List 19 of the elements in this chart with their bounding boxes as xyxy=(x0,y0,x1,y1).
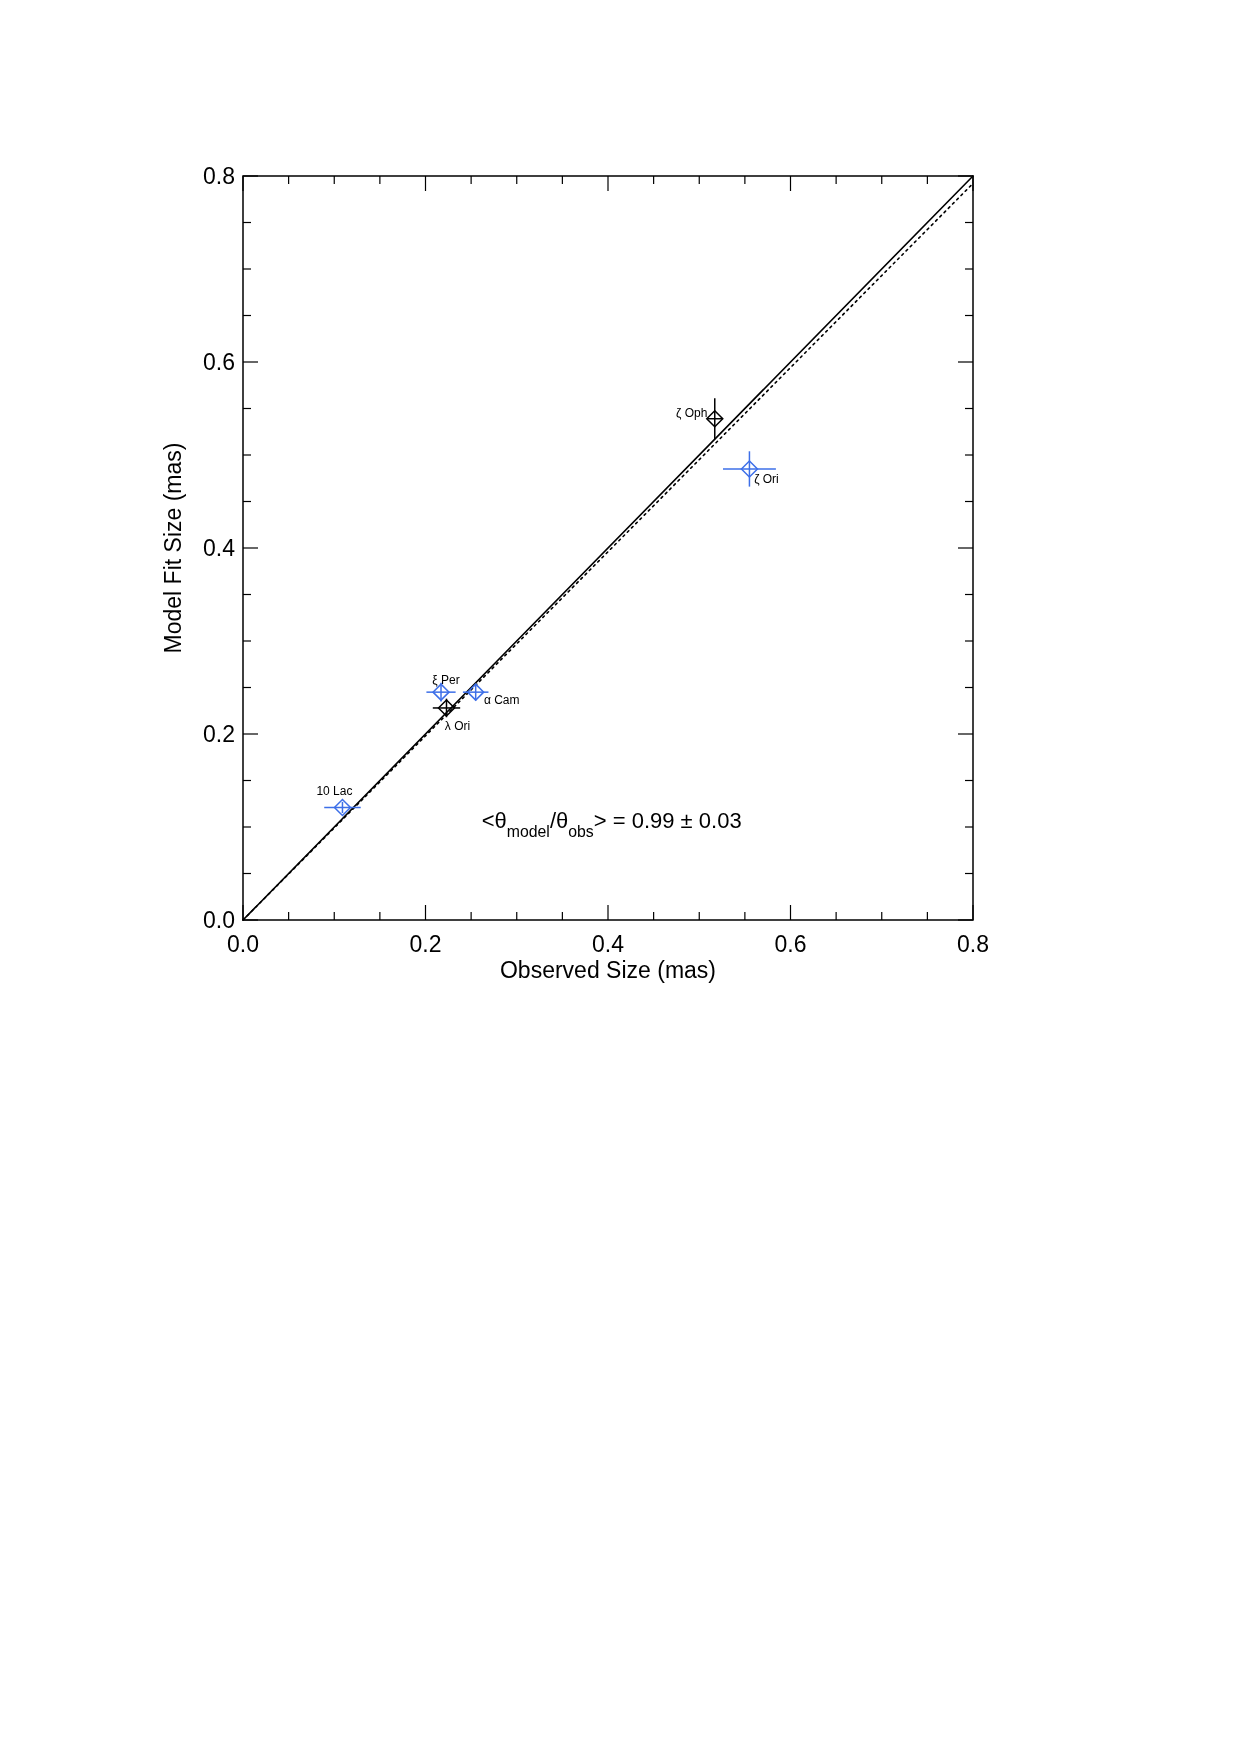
annotation: α Cam xyxy=(483,693,520,708)
x-tick-label: 0.8 xyxy=(957,931,989,957)
y-tick-label: 0.2 xyxy=(203,721,235,747)
annotation: ζ Ori xyxy=(754,471,779,486)
y-tick-label: 0.0 xyxy=(203,907,235,933)
annotation: ξ Per xyxy=(432,673,460,688)
y-axis-title: Model Fit Size (mas) xyxy=(160,442,186,654)
annotation: λ Ori xyxy=(444,718,471,733)
y-tick-label: 0.6 xyxy=(203,349,235,375)
x-axis-title: Observed Size (mas) xyxy=(499,957,717,983)
y-tick-label: 0.4 xyxy=(203,535,236,561)
x-tick-label: 0.2 xyxy=(409,931,442,957)
x-tick-label: 0.4 xyxy=(592,931,625,957)
annotation: <θ$_{model}$/θ$_{obs}$> = 0.99 ± 0.03 xyxy=(481,808,742,840)
x-tick-label: 0.6 xyxy=(774,931,807,957)
annotation: ζ Oph xyxy=(676,405,708,420)
x-tick-label: 0.0 xyxy=(227,931,259,957)
annotation: 10 Lac xyxy=(316,784,353,799)
y-tick-label: 0.8 xyxy=(203,163,235,189)
